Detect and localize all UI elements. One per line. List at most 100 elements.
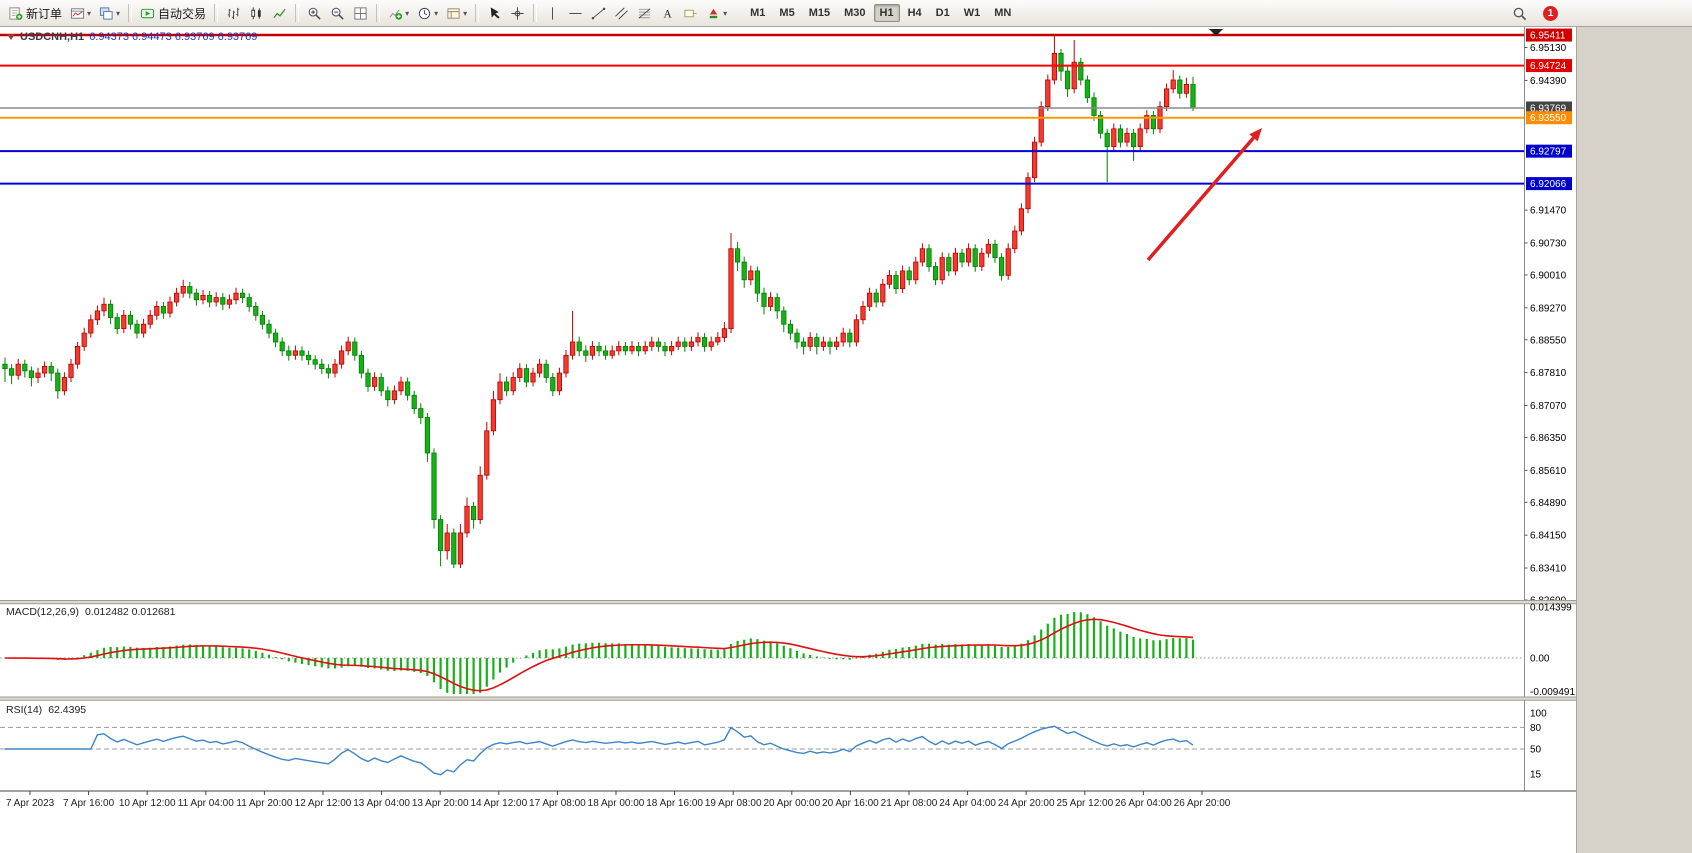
candle [365,372,371,387]
candle [1071,61,1077,90]
new-order-button[interactable]: 新订单 [4,1,66,25]
crosshair-button[interactable] [506,1,529,25]
notification-badge[interactable]: 1 [1543,5,1558,21]
tile-windows-button[interactable] [349,1,372,25]
timeframe-m30-button[interactable]: M30 [844,7,866,19]
price-badge [1526,28,1572,42]
svg-text:6.88550: 6.88550 [1530,335,1567,346]
svg-text:6.86350: 6.86350 [1530,433,1567,444]
candle [523,368,530,383]
candle [603,350,609,356]
candle [424,417,431,454]
candle [35,372,41,378]
svg-text:13 Apr 04:00: 13 Apr 04:00 [353,798,410,809]
timeframe-mn-button[interactable]: MN [994,7,1012,19]
candle [537,363,543,374]
candle [1091,97,1097,116]
candle [28,370,35,378]
timeframe-h1-button[interactable]: H1 [873,4,900,22]
candle [860,306,866,321]
chart-menu-icon[interactable] [7,34,15,40]
candle [1137,128,1143,147]
trend-arrow-annotation[interactable] [1146,128,1262,262]
text-label-button[interactable] [679,1,702,25]
candle [391,390,398,401]
arrows-button[interactable]: ▾ [702,1,731,25]
timeframe-m1-button[interactable]: M1 [750,7,766,19]
candle [451,532,457,565]
timeframe-m15-button[interactable]: M15 [808,7,831,19]
profiles-button[interactable]: ▾ [95,1,124,25]
candle [81,332,87,347]
bar-chart-button[interactable] [222,1,245,25]
candle [926,248,932,267]
horizontal-line-button[interactable] [564,1,587,25]
algo-trading-button[interactable]: 自动交易 [136,1,210,25]
candle [160,306,166,314]
svg-text:0.014399: 0.014399 [1530,602,1572,613]
vertical-line-button[interactable] [541,1,564,25]
candle [801,341,807,347]
svg-text:6.93550: 6.93550 [1530,113,1567,124]
candle [1164,88,1170,108]
candle [114,317,120,330]
timeframe-w1-button[interactable]: W1 [963,7,981,19]
zoom-out-button[interactable] [326,1,349,25]
candle [338,350,345,365]
candlestick-chart-button[interactable] [245,1,268,25]
line-chart-button[interactable] [268,1,291,25]
timeframe-h4-button[interactable]: H4 [907,7,922,19]
zoom-in-button[interactable] [303,1,326,25]
svg-text:13 Apr 20:00: 13 Apr 20:00 [412,798,469,809]
candle [371,377,378,387]
fibonacci-button[interactable] [633,1,656,25]
vline-icon [545,6,560,21]
macd-signal-line [4,618,1194,692]
candle [840,332,846,343]
svg-text:6.87810: 6.87810 [1530,368,1567,379]
svg-text:6.87070: 6.87070 [1530,401,1567,412]
panel-splitter[interactable] [0,697,1576,701]
candle [589,346,596,356]
dropdown-caret-icon: ▾ [434,8,439,18]
channel-button[interactable] [610,1,633,25]
timeframe-d1-button[interactable]: D1 [935,7,950,19]
templates-button[interactable]: ▾ [442,1,471,25]
candle [1098,115,1104,134]
timeframe-m5-button[interactable]: M5 [779,7,795,19]
candle [1111,128,1117,147]
trendline-button[interactable] [587,1,610,25]
candle [378,377,384,392]
periods-button[interactable]: ▾ [413,1,442,25]
search-button[interactable] [1508,1,1531,25]
candle [200,294,206,301]
candle [550,377,556,392]
candle [715,337,721,343]
svg-text:6.83410: 6.83410 [1530,564,1567,575]
indicators-button[interactable]: ▾ [384,1,413,25]
arrows-icon [706,6,721,21]
candle [827,341,833,347]
candle [272,332,279,343]
candle [503,381,510,392]
candle [147,314,153,325]
svg-text:6.90730: 6.90730 [1530,238,1567,249]
text-button[interactable]: A [656,1,679,25]
autotrade-icon [140,6,155,21]
candle [966,248,972,263]
candle [1065,70,1071,90]
candle [1124,132,1130,143]
candle [101,303,107,312]
candle [952,252,959,272]
new-chart-button[interactable]: ▾ [66,1,95,25]
candle [61,377,68,392]
trendline-icon [591,6,606,21]
svg-text:6.90010: 6.90010 [1530,270,1567,281]
cursor-button[interactable] [483,1,506,25]
candle [1005,248,1011,276]
chart-shift-marker[interactable] [1209,29,1223,36]
macd-values: 0.012482 0.012681 [84,606,176,618]
panel-splitter[interactable] [0,600,1576,604]
